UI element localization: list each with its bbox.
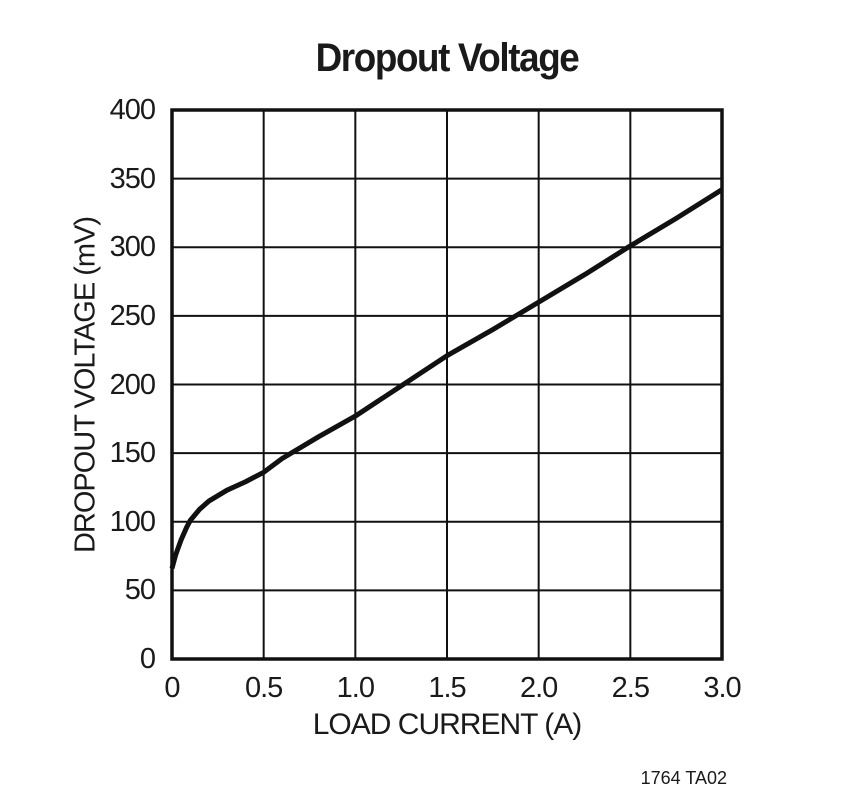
x-tick-label: 2.5 (611, 672, 650, 704)
y-tick-label: 150 (109, 437, 156, 470)
y-tick-label: 200 (109, 368, 156, 401)
x-tick-label: 0 (164, 672, 180, 704)
y-tick-label: 250 (109, 299, 156, 332)
y-tick-label: 300 (109, 231, 156, 264)
x-tick-label: 1.5 (428, 672, 466, 704)
x-axis-label: LOAD CURRENT (A) (312, 708, 582, 741)
dropout-voltage-curve (169, 187, 724, 570)
plot-frame (170, 108, 724, 661)
y-tick-label: 50 (124, 574, 156, 607)
chart-title: Dropout Voltage (315, 36, 580, 80)
y-tick-label: 350 (109, 162, 156, 195)
y-tick-label: 400 (109, 94, 156, 126)
figure-annotation: 1764 TA02 (640, 768, 727, 788)
x-tick-label: 2.0 (519, 672, 558, 704)
x-tick-label: 0.5 (244, 672, 283, 704)
y-tick-label: 0 (139, 643, 156, 675)
y-tick-label: 100 (109, 505, 156, 538)
x-tick-label: 3.0 (703, 672, 741, 704)
x-tick-label: 1.0 (336, 672, 375, 704)
